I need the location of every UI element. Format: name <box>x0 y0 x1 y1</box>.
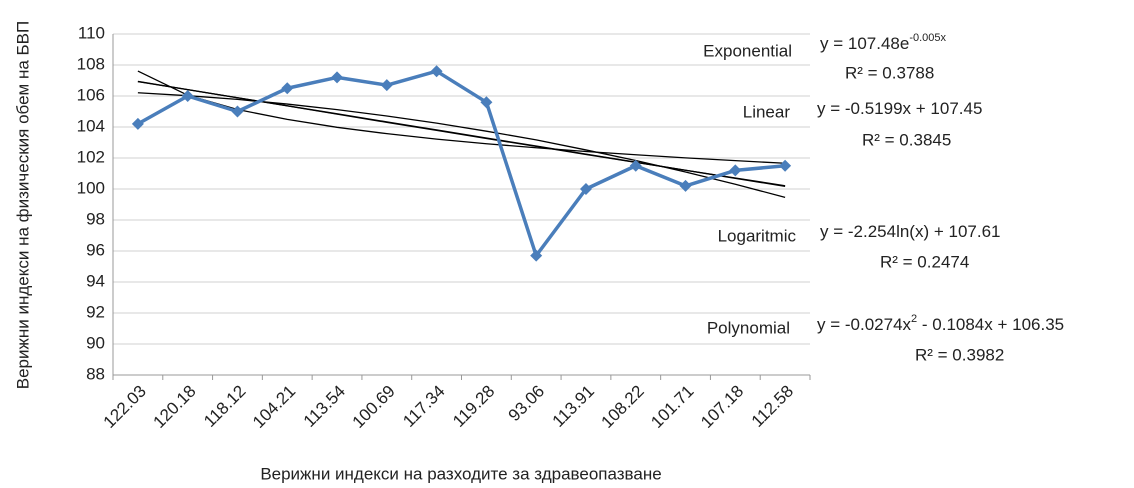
r-squared: R² = 0.3788 <box>845 63 934 82</box>
y-tick-label: 110 <box>78 23 105 42</box>
marker <box>629 159 642 172</box>
y-tick-label: 90 <box>86 333 105 352</box>
trend-name: Exponential <box>703 41 792 60</box>
equation-part: y = -2.254ln(x) + 107.61 <box>820 222 1001 241</box>
marker <box>530 249 543 262</box>
marker <box>579 183 592 195</box>
x-axis-title: Верижни индекси на разходите за здравеоп… <box>260 464 661 483</box>
y-tick-label: 100 <box>77 178 105 197</box>
trend-name: Logaritmic <box>718 226 797 245</box>
equation-part: y = 107.48e <box>820 34 909 53</box>
x-tick-label: 93.06 <box>505 382 549 426</box>
y-tick-label: 108 <box>77 54 105 73</box>
x-tick-label: 108.22 <box>598 382 648 432</box>
marker <box>331 71 344 84</box>
marker <box>131 117 144 130</box>
r-squared: R² = 0.3982 <box>915 345 1004 364</box>
x-tick-label: 100.69 <box>349 382 399 432</box>
marker <box>281 82 294 95</box>
y-tick-label: 106 <box>77 85 105 104</box>
y-tick-label: 104 <box>77 116 105 135</box>
x-tick-label: 101.71 <box>647 382 697 432</box>
marker <box>231 105 244 118</box>
y-axis-title: Верижни индекси на физическия обем на БВ… <box>13 21 32 390</box>
marker <box>380 79 393 92</box>
x-tick-label: 104.21 <box>249 382 299 432</box>
y-tick-label: 88 <box>86 364 105 383</box>
r-squared: R² = 0.2474 <box>880 252 969 271</box>
y-tick-label: 96 <box>86 240 105 259</box>
trend-line <box>137 70 786 164</box>
label-bg <box>738 102 795 122</box>
label-bg <box>702 318 794 338</box>
y-tick-label: 98 <box>86 209 105 228</box>
r-squared: R² = 0.3845 <box>862 130 951 149</box>
trend-equation: y = 107.48e-0.005x <box>820 32 947 54</box>
x-tick-label: 107.18 <box>697 382 747 432</box>
trend-name: Linear <box>743 102 791 121</box>
trend-equation: y = -0.5199x + 107.45 <box>817 99 982 118</box>
y-tick-label: 92 <box>86 302 105 321</box>
superscript: -0.005x <box>909 32 946 44</box>
marker <box>679 179 692 192</box>
equation-part: - 0.1084x + 106.35 <box>917 315 1064 334</box>
superscript: 2 <box>911 313 917 325</box>
trend-equation: y = -2.254ln(x) + 107.61 <box>820 222 1001 241</box>
equation-part: y = -0.0274x <box>817 315 912 334</box>
x-tick-label: 122.03 <box>100 382 150 432</box>
marker <box>779 159 792 172</box>
marker <box>729 164 742 177</box>
marker <box>181 90 194 102</box>
trend-line <box>137 80 786 188</box>
equation-part: y = -0.5199x + 107.45 <box>817 99 982 118</box>
x-tick-label: 117.34 <box>399 382 448 431</box>
x-tick-label: 118.12 <box>200 382 249 431</box>
trend-line <box>137 92 786 198</box>
x-tick-label: 120.18 <box>149 382 199 432</box>
y-tick-label: 94 <box>86 271 105 290</box>
x-tick-label: 113.54 <box>300 382 349 431</box>
x-tick-label: 119.28 <box>449 382 498 431</box>
label-bg <box>699 41 796 61</box>
data-line <box>137 69 786 258</box>
y-tick-label: 102 <box>77 147 105 166</box>
trend-equation: y = -0.0274x2 - 0.1084x + 106.35 <box>817 313 1064 335</box>
x-tick-label: 112.58 <box>748 382 797 431</box>
label-bg <box>713 226 801 246</box>
trend-name: Polynomial <box>707 318 790 337</box>
marker <box>430 65 443 78</box>
x-tick-label: 113.91 <box>549 382 598 431</box>
marker <box>480 96 493 109</box>
